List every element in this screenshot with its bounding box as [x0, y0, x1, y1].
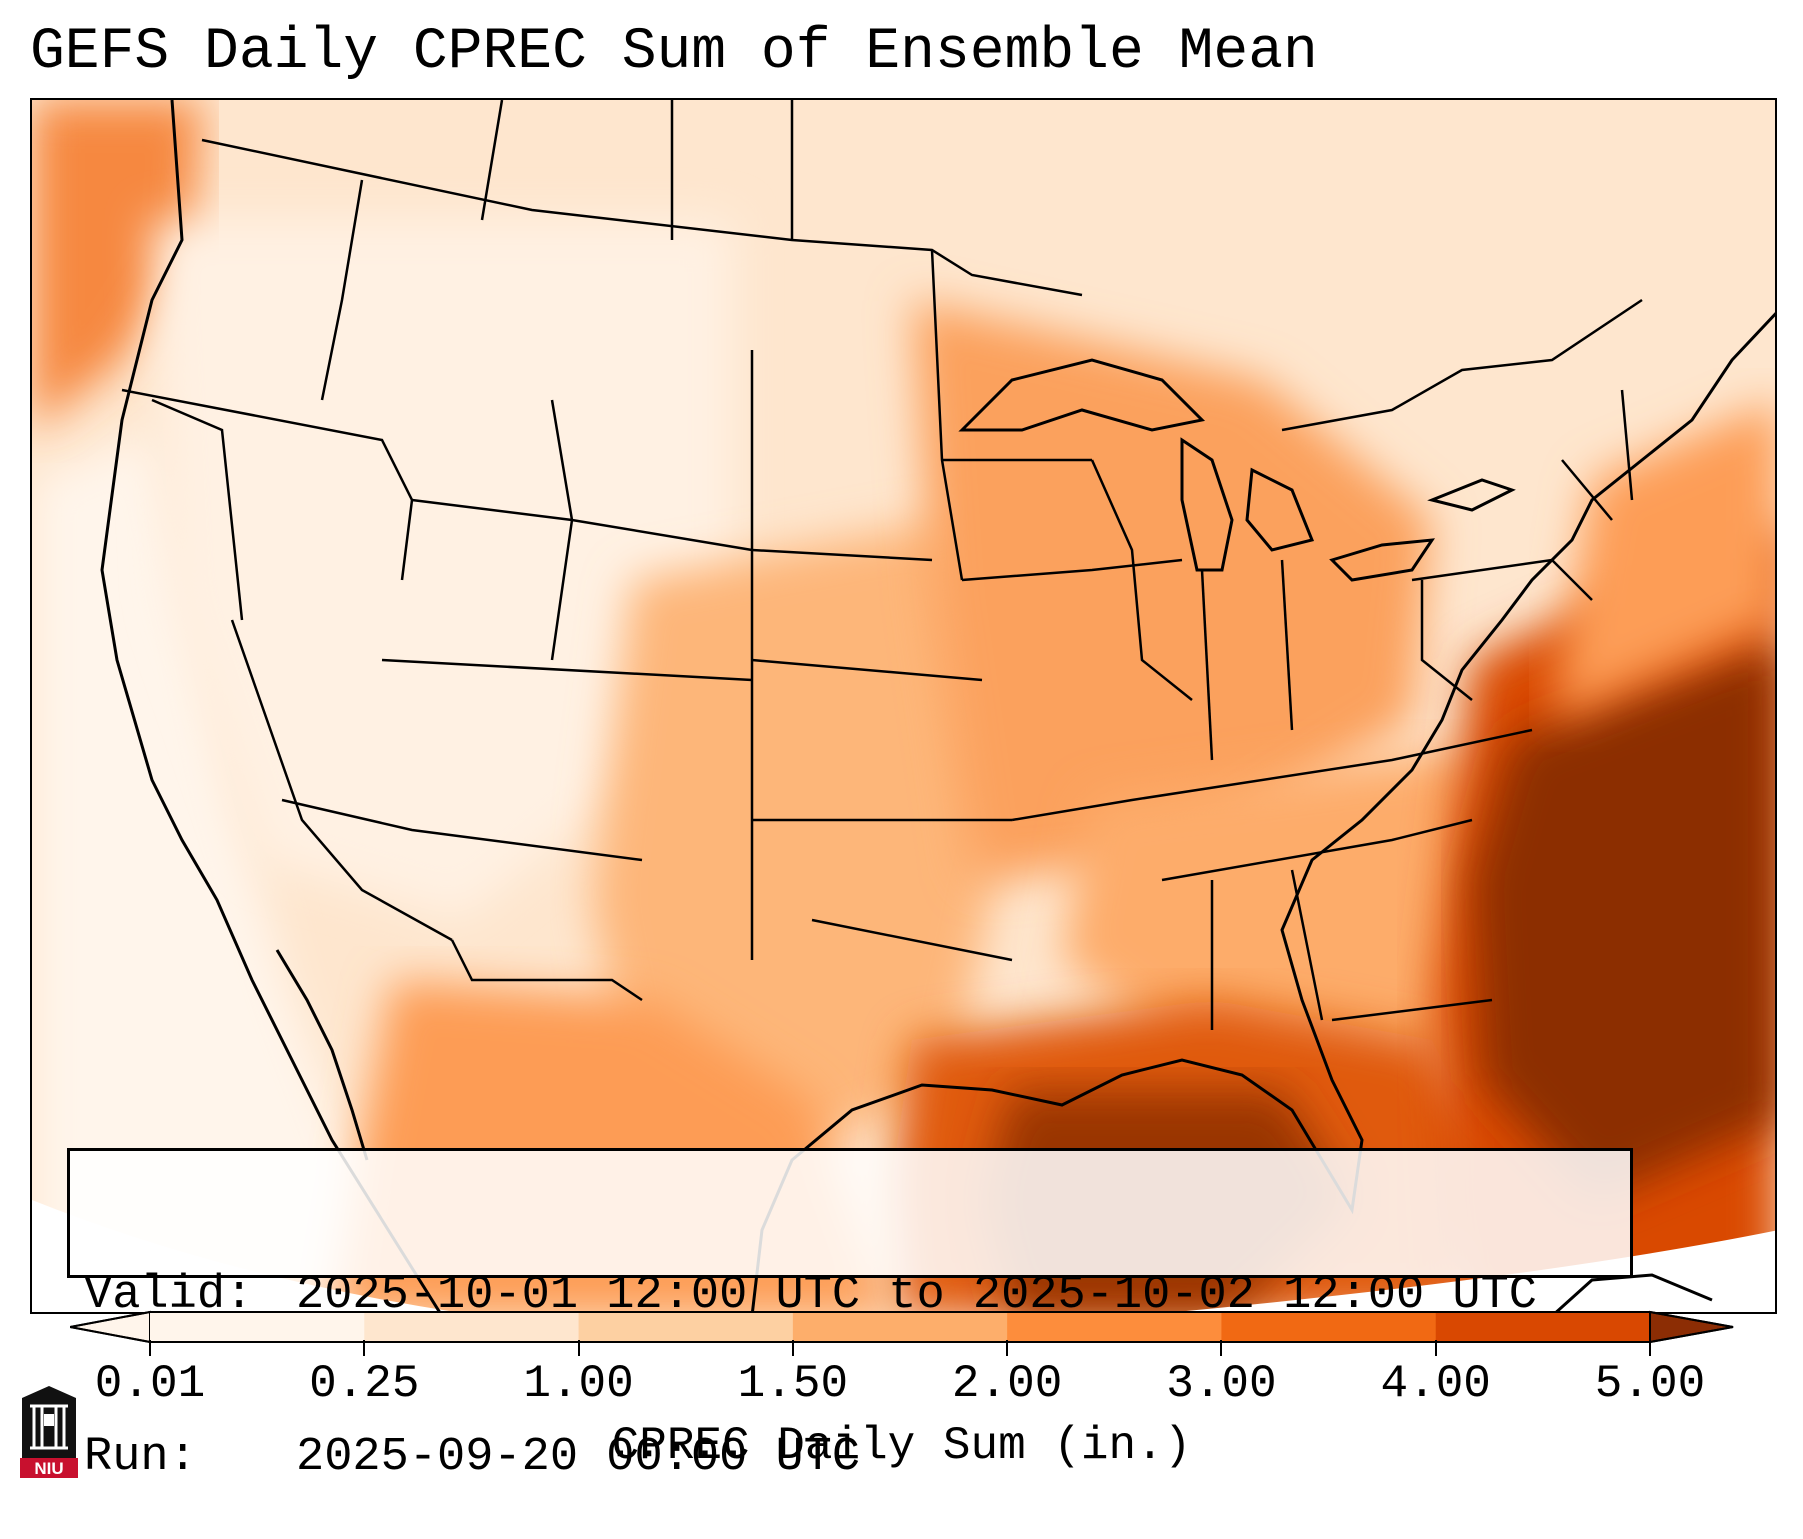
colorbar-segment [1221, 1312, 1437, 1342]
precip-pacific-light [32, 430, 450, 1312]
colorbar-segment [1007, 1312, 1222, 1342]
lake-michigan [1180, 437, 1234, 572]
colorbar-tick-label: 4.00 [1380, 1358, 1491, 1410]
baja-gulf-coast [275, 949, 369, 1161]
colorbar-tick-label: 1.50 [737, 1358, 849, 1410]
colorbar-tick-label: 0.25 [309, 1358, 420, 1410]
lake-ontario [1427, 478, 1516, 512]
colorbar-segment [1435, 1312, 1651, 1342]
colorbar-tick [577, 1340, 580, 1356]
colorbar-tick-label: 0.01 [94, 1358, 206, 1410]
colorbar-tick-label: 5.00 [1594, 1358, 1706, 1410]
lake-huron [1245, 467, 1315, 552]
colorbar-tick-label: 3.00 [1166, 1358, 1277, 1410]
colorbar-tick [1006, 1340, 1009, 1356]
colorbar-segment [792, 1312, 1008, 1342]
colorbar [70, 1310, 1734, 1344]
colorbar-segment [364, 1312, 580, 1342]
precip-pacific-northwest [32, 100, 202, 430]
colorbar-segment [150, 1312, 365, 1342]
colorbar-extend-low [70, 1310, 151, 1344]
precip-atlantic-north [1552, 401, 1775, 720]
colorbar-tick [1434, 1340, 1437, 1356]
colorbar-tick-label: 1.00 [523, 1358, 634, 1410]
lake-erie [1329, 538, 1436, 582]
colorbar-ticks: 0.01 0.25 1.00 1.50 2.00 3.00 4.00 5.00 [0, 1340, 1803, 1410]
niu-logo: NIU [20, 1386, 78, 1478]
run-value: 2025-09-20 00:00 UTC [296, 1431, 861, 1484]
lake-superior [958, 358, 1206, 432]
political-borders [121, 100, 1643, 1030]
colorbar-segment [578, 1312, 794, 1342]
valid-run-info-box: Valid: 2025-10-01 12:00 UTC to 2025-10-02… [67, 1148, 1633, 1484]
pacific-coastline [100, 100, 442, 1312]
colorbar-tick [1649, 1340, 1651, 1356]
colorbar-tick [1220, 1340, 1223, 1356]
colorbar-tick [791, 1340, 794, 1356]
precip-map [30, 98, 1777, 1314]
projection-edge-west [32, 1200, 456, 1312]
precip-plains [592, 520, 1012, 1160]
colorbar-extend-high [1649, 1310, 1734, 1344]
projection-edge [1175, 1230, 1775, 1312]
logo-text: NIU [34, 1459, 63, 1478]
map-title: GEFS Daily CPREC Sum of Ensemble Mean [30, 20, 1318, 85]
run-label: Run: [84, 1431, 197, 1484]
colorbar-tick [149, 1340, 151, 1356]
colorbar-tick-label: 2.00 [951, 1358, 1063, 1410]
precip-midwest [912, 300, 1432, 880]
precip-atlantic-core [1472, 641, 1775, 1200]
precip-west-light [152, 220, 732, 920]
colorbar-tick [363, 1340, 366, 1356]
colorbar-label: CPREC Daily Sum (in.) [611, 1420, 1192, 1472]
gulf-atlantic-coastline [750, 312, 1775, 1312]
map-canvas [32, 100, 1775, 1312]
precip-southeast [1062, 750, 1552, 1060]
